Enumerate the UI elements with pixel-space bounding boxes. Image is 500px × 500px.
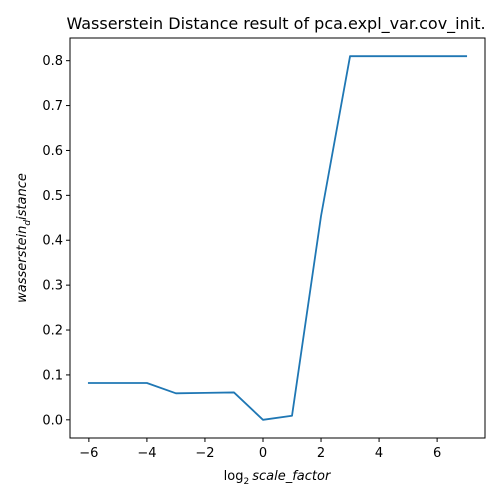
x-tick-label: −4 bbox=[137, 446, 156, 461]
x-axis-label-prefix: log bbox=[224, 469, 244, 484]
y-tick-label: 0.6 bbox=[42, 144, 63, 159]
y-axis-label-subscript: d bbox=[23, 220, 33, 226]
x-axis-label: log2 scale_factor bbox=[224, 469, 332, 487]
y-tick-label: 0.4 bbox=[42, 234, 63, 249]
y-tick-label: 0.8 bbox=[42, 54, 63, 69]
y-tick-label: 0.2 bbox=[42, 324, 63, 339]
y-tick-label: 0.3 bbox=[42, 279, 63, 294]
y-tick-label: 0.1 bbox=[42, 368, 63, 383]
y-tick-label: 0.7 bbox=[42, 99, 63, 114]
x-tick-label: 2 bbox=[317, 446, 325, 461]
y-tick-label: 0.5 bbox=[42, 189, 63, 204]
plot-frame bbox=[69, 37, 486, 439]
chart-title: Wasserstein Distance result of pca.expl_… bbox=[66, 14, 485, 34]
y-axis-label-suffix: istance bbox=[15, 173, 30, 220]
x-tick-label: 4 bbox=[375, 446, 383, 461]
y-axis: 0.0 0.1 0.2 0.3 0.4 0.5 0.6 0.7 0.8 bbox=[42, 54, 70, 428]
x-tick-label: 6 bbox=[433, 446, 441, 461]
y-tick-label: 0.0 bbox=[42, 413, 63, 428]
x-axis: −6 −4 −2 0 2 4 6 bbox=[79, 438, 441, 461]
x-tick-label: −6 bbox=[79, 446, 98, 461]
y-axis-label-text: wasserstein bbox=[15, 226, 30, 303]
x-tick-label: 0 bbox=[259, 446, 267, 461]
plot-area bbox=[87, 55, 468, 421]
x-axis-label-subscript: 2 bbox=[244, 477, 250, 487]
x-tick-label: −2 bbox=[195, 446, 214, 461]
y-axis-label: wassersteindistance bbox=[15, 173, 33, 303]
x-axis-label-text: scale_factor bbox=[252, 469, 332, 484]
series-line bbox=[87, 55, 468, 421]
